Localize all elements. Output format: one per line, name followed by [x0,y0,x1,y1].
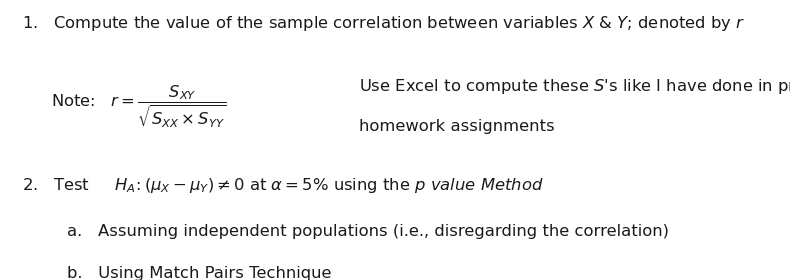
Text: a.   Assuming independent populations (i.e., disregarding the correlation): a. Assuming independent populations (i.e… [67,224,669,239]
Text: Note:   $r = \dfrac{S_{XY}}{\sqrt{S_{XX} \times S_{YY}}}$: Note: $r = \dfrac{S_{XY}}{\sqrt{S_{XX} \… [51,84,227,130]
Text: 1.   Compute the value of the sample correlation between variables $X$ & $Y$; de: 1. Compute the value of the sample corre… [22,14,746,33]
Text: b.   Using Match Pairs Technique: b. Using Match Pairs Technique [67,266,332,280]
Text: Use Excel to compute these $S$'s like I have done in previous: Use Excel to compute these $S$'s like I … [359,77,790,96]
Text: homework assignments: homework assignments [359,119,555,134]
Text: 2.   Test     $H_A\!: (\mu_X - \mu_Y) \neq 0$ at $\alpha = 5\%$ using the $p$ $\: 2. Test $H_A\!: (\mu_X - \mu_Y) \neq 0$ … [22,176,544,195]
